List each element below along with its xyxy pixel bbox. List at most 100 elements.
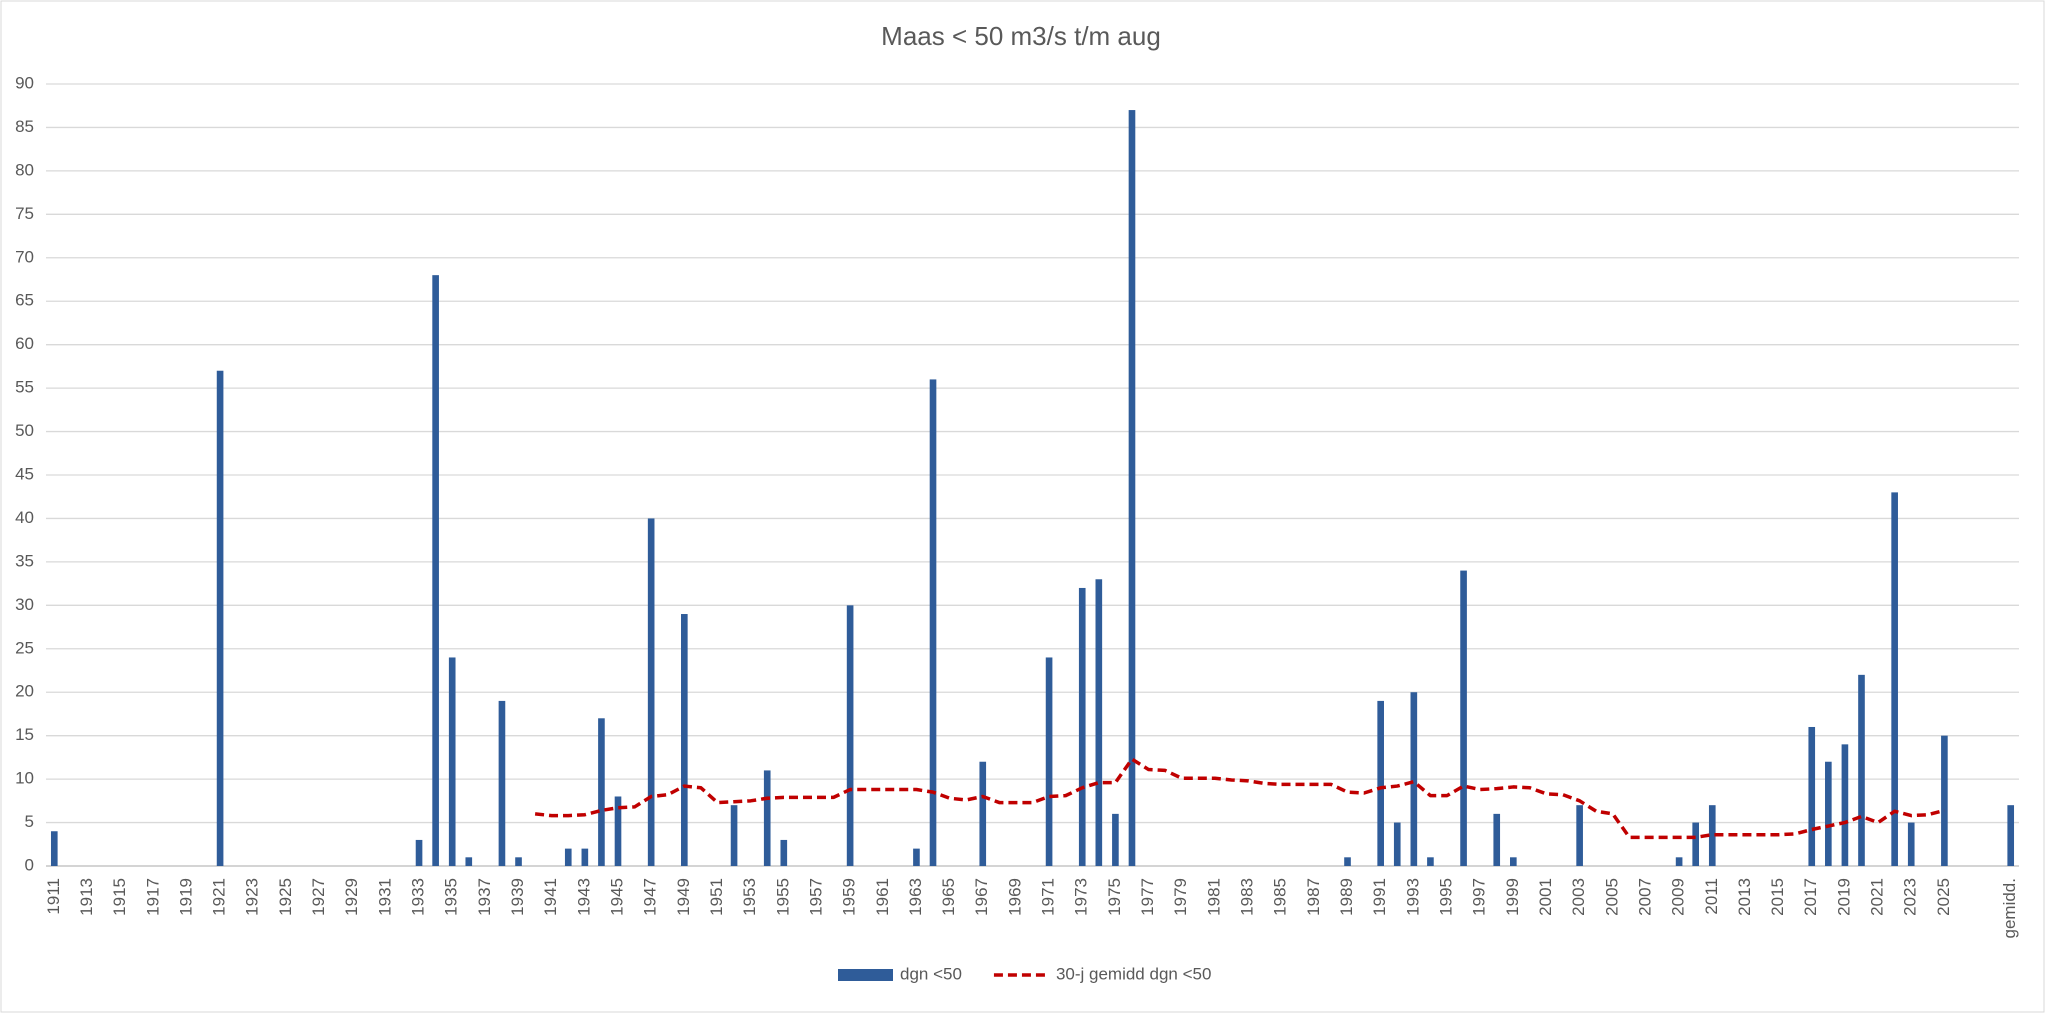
x-tick-label: 2001 [1536, 878, 1555, 916]
y-tick-label: 15 [15, 725, 34, 744]
x-tick-label: 1963 [906, 878, 925, 916]
bar [846, 605, 854, 866]
bar [515, 857, 522, 866]
bar [50, 831, 58, 866]
x-tick-label: 2009 [1669, 878, 1688, 916]
x-tick-label: gemidd. [2000, 878, 2019, 938]
x-tick-label: 1975 [1105, 878, 1124, 916]
y-tick-label: 40 [15, 508, 34, 527]
bar [1708, 805, 1716, 866]
bar [681, 614, 688, 866]
x-tick-label: 1935 [442, 878, 461, 916]
x-tick-label: 1983 [1238, 878, 1257, 916]
x-tick-label: 2019 [1834, 878, 1853, 916]
bar [763, 770, 771, 866]
x-tick-label: 1917 [143, 878, 162, 916]
legend-label: 30-j gemidd dgn <50 [1056, 964, 1211, 983]
x-tick-label: 1931 [375, 878, 394, 916]
x-tick-label: 2003 [1569, 878, 1588, 916]
bar [1493, 813, 1501, 866]
x-tick-label: 1957 [806, 878, 825, 916]
bar [498, 700, 506, 866]
y-tick-label: 5 [25, 812, 34, 831]
x-tick-label: 1985 [1271, 878, 1290, 916]
x-tick-label: 1961 [873, 878, 892, 916]
bar [2007, 805, 2015, 866]
bar [1858, 674, 1865, 866]
bar [1907, 822, 1915, 866]
bar [913, 848, 920, 866]
bar [1891, 492, 1898, 866]
bar [614, 796, 622, 866]
x-tick-label: 1997 [1470, 878, 1489, 916]
bar [598, 718, 605, 866]
x-tick-label: 1967 [972, 878, 991, 916]
y-tick-label: 90 [15, 73, 34, 92]
y-tick-label: 30 [15, 595, 34, 614]
bar [1460, 570, 1467, 866]
x-tick-label: 2005 [1602, 878, 1621, 916]
bar [1377, 700, 1384, 866]
x-tick-label: 2015 [1768, 878, 1787, 916]
bar [216, 370, 224, 866]
bar [1344, 857, 1351, 866]
bar [1112, 813, 1119, 866]
bar [1841, 744, 1849, 866]
x-tick-label: 1923 [243, 878, 262, 916]
y-tick-label: 25 [15, 638, 34, 657]
y-tick-label: 55 [15, 378, 34, 397]
bar [1393, 822, 1401, 866]
bar [465, 857, 473, 866]
x-tick-label: 1977 [1138, 878, 1157, 916]
y-tick-label: 60 [15, 334, 34, 353]
bar [1095, 579, 1103, 866]
bar [1692, 822, 1700, 866]
x-tick-label: 1929 [342, 878, 361, 916]
bar [1045, 657, 1053, 866]
bar [1825, 761, 1832, 866]
x-tick-label: 1947 [641, 878, 660, 916]
y-tick-label: 35 [15, 551, 34, 570]
legend-swatch [838, 969, 893, 981]
x-tick-label: 1911 [44, 878, 63, 915]
bar [581, 848, 589, 866]
bar [1509, 857, 1517, 866]
x-tick-label: 1925 [276, 878, 295, 916]
chart-title: Maas < 50 m3/s t/m aug [881, 21, 1161, 51]
x-tick-label: 2013 [1735, 878, 1754, 916]
y-tick-label: 75 [15, 204, 34, 223]
bar [448, 657, 456, 866]
bar [432, 275, 439, 867]
x-tick-label: 1993 [1403, 878, 1422, 916]
y-tick-label: 0 [25, 855, 34, 874]
y-tick-label: 20 [15, 682, 34, 701]
y-tick-label: 70 [15, 247, 34, 266]
x-tick-label: 2023 [1901, 878, 1920, 916]
x-tick-label: 1941 [541, 878, 560, 916]
x-tick-label: 2007 [1635, 878, 1654, 916]
bar [1427, 857, 1434, 866]
bar [780, 839, 788, 866]
y-tick-label: 65 [15, 291, 34, 310]
x-tick-label: 1989 [1337, 878, 1356, 916]
x-tick-label: 1953 [740, 878, 759, 916]
x-tick-label: 1973 [1072, 878, 1091, 916]
x-tick-label: 1959 [840, 878, 859, 916]
y-tick-label: 50 [15, 421, 34, 440]
x-tick-label: 2011 [1702, 878, 1721, 915]
x-tick-label: 2025 [1934, 878, 1953, 916]
y-tick-label: 85 [15, 117, 34, 136]
x-tick-label: 1981 [1204, 878, 1223, 916]
x-tick-label: 1995 [1436, 878, 1455, 916]
x-tick-label: 1927 [309, 878, 328, 916]
x-tick-label: 2017 [1801, 878, 1820, 916]
x-tick-label: 1933 [409, 878, 428, 916]
x-tick-label: 1943 [574, 878, 593, 916]
x-tick-label: 1951 [707, 878, 726, 916]
bar [647, 518, 655, 866]
x-tick-label: 1955 [773, 878, 792, 916]
bar [1410, 692, 1418, 866]
x-tick-label: 1979 [1171, 878, 1190, 916]
